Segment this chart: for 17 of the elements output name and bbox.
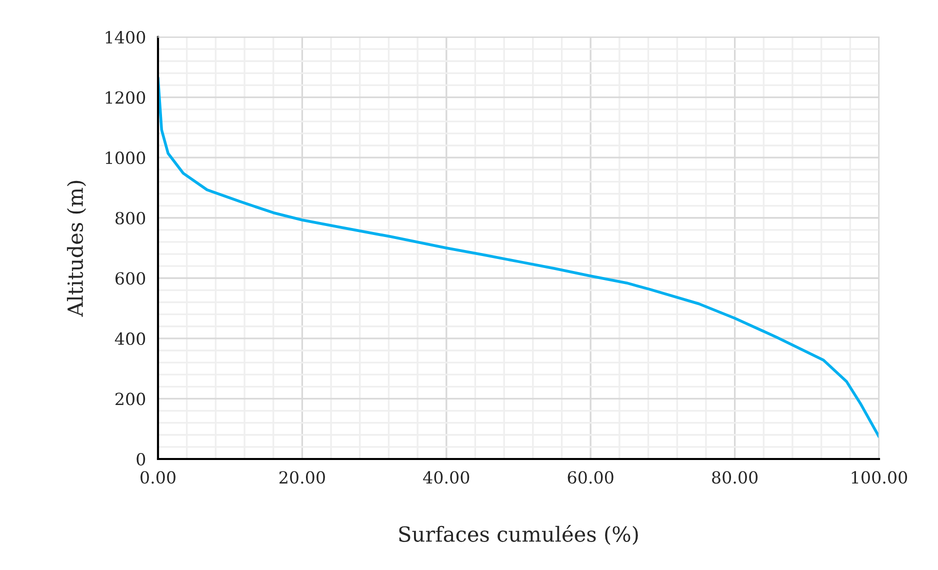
x-tick-label: 0.00 bbox=[140, 471, 176, 484]
x-tick-label: 80.00 bbox=[712, 471, 758, 484]
y-axis-title: Altitudes (m) bbox=[66, 180, 86, 317]
y-tick-label: 1200 bbox=[106, 91, 146, 104]
y-tick-label: 400 bbox=[114, 332, 146, 345]
y-tick-label: 0 bbox=[136, 452, 146, 466]
x-tick-label: 60.00 bbox=[568, 471, 614, 484]
y-tick-label: 600 bbox=[115, 272, 146, 285]
line-series bbox=[158, 76, 879, 438]
x-tick-label: 20.00 bbox=[279, 471, 325, 484]
x-tick-label: 100.00 bbox=[852, 471, 908, 484]
y-tick-label: 1400 bbox=[106, 30, 146, 44]
y-tick-label: 1000 bbox=[106, 152, 146, 164]
y-tick-label: 800 bbox=[115, 212, 146, 224]
x-axis-title: Surfaces cumulées (%) bbox=[399, 524, 638, 545]
x-tick-label: 40.00 bbox=[423, 471, 470, 484]
y-tick-label: 200 bbox=[116, 392, 146, 406]
